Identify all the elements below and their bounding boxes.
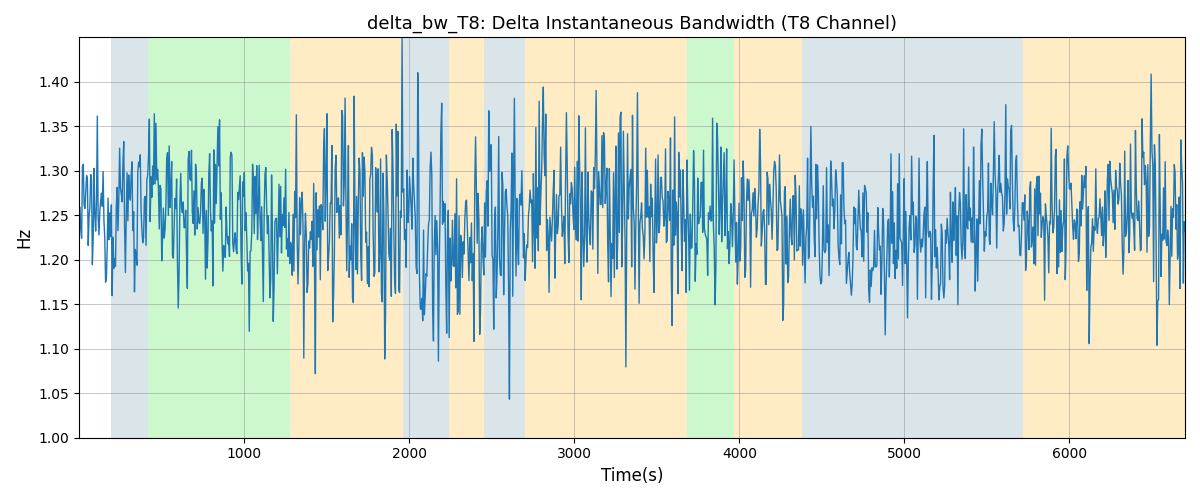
Y-axis label: Hz: Hz xyxy=(14,227,32,248)
Title: delta_bw_T8: Delta Instantaneous Bandwidth (T8 Channel): delta_bw_T8: Delta Instantaneous Bandwid… xyxy=(367,15,898,34)
Bar xyxy=(734,38,802,438)
Bar xyxy=(802,38,1024,438)
Bar xyxy=(290,38,403,438)
Bar xyxy=(449,38,484,438)
Bar xyxy=(110,38,149,438)
Bar xyxy=(686,38,734,438)
Bar xyxy=(484,38,524,438)
Bar xyxy=(524,38,686,438)
Bar xyxy=(1024,38,1186,438)
Bar xyxy=(149,38,290,438)
X-axis label: Time(s): Time(s) xyxy=(601,467,664,485)
Bar xyxy=(403,38,449,438)
